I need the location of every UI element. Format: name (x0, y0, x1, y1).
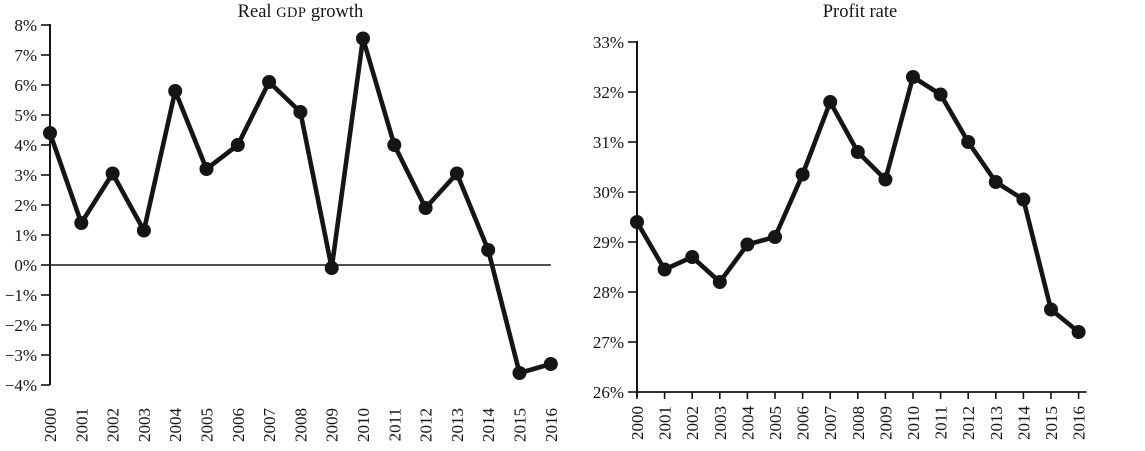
y-tick-label: 26% (593, 383, 624, 402)
y-tick-label: −1% (5, 286, 37, 305)
data-point (262, 75, 277, 89)
x-tick-label: 2016 (1070, 406, 1089, 440)
y-tick-label: 27% (593, 333, 624, 352)
data-point (356, 31, 370, 46)
y-tick-label: 6% (14, 76, 37, 95)
data-point (512, 366, 527, 380)
y-tick-label: −3% (5, 346, 37, 365)
x-tick-label: 2001 (72, 408, 91, 442)
series-line (47, 36, 554, 376)
data-point (1044, 302, 1058, 317)
x-tick-label: 2009 (876, 406, 895, 440)
y-tick-label: 29% (593, 233, 624, 252)
x-tick-label: 2007 (821, 406, 840, 441)
x-tick-label: 2006 (794, 406, 813, 440)
data-point (988, 175, 1003, 189)
data-point (543, 357, 558, 371)
x-tick-label: 2014 (1014, 406, 1033, 441)
y-tick-label: 8% (14, 16, 37, 35)
data-point (961, 135, 976, 149)
x-tick-label: 2006 (229, 408, 248, 442)
data-point (74, 216, 89, 230)
x-tick-label: 2010 (904, 406, 923, 440)
y-tick-label: 1% (14, 226, 37, 245)
x-tick-label: 2012 (959, 406, 978, 440)
x-tick-label: 2014 (479, 408, 498, 443)
data-point (230, 138, 245, 152)
data-point (878, 172, 893, 187)
data-point (43, 126, 57, 140)
chart-profit-rate: 26% 27% 28% 29% 30% 31% 32% 33% 2000 2001 2002 2003… (573, 0, 1145, 451)
profit-chart-plot: 26% 27% 28% 29% 30% 31% 32% 33% 2000 2001 2002 2003… (593, 33, 1089, 441)
data-point (387, 138, 402, 152)
y-tick-label: 32% (593, 83, 624, 102)
chart-real-gdp-growth: −4% −3% −2% −1% 0% 1% 2% 3% 4% 5% 6% 7% 8% 2000 2001 20… (0, 0, 572, 451)
data-point (293, 105, 308, 119)
y-tick-label: 28% (593, 283, 624, 302)
data-point (933, 87, 948, 102)
data-point (105, 166, 120, 181)
y-tick-label: 33% (593, 33, 624, 52)
data-point (418, 201, 433, 215)
series-line (634, 74, 1081, 335)
y-tick-label: 2% (14, 196, 37, 215)
x-tick-label: 2003 (711, 406, 730, 440)
x-tick-label: 2015 (1042, 406, 1061, 440)
data-point (850, 145, 865, 159)
data-point (906, 70, 920, 84)
data-point (449, 166, 464, 181)
x-tick-label: 2004 (738, 406, 757, 441)
x-tick-label: 2016 (542, 408, 561, 442)
x-tick-label: 2008 (291, 408, 310, 442)
x-tick-label: 2013 (987, 406, 1006, 440)
x-tick-label: 2015 (511, 408, 530, 442)
data-point (168, 84, 183, 98)
x-tick-label: 2012 (417, 408, 436, 442)
y-tick-label: 5% (14, 106, 37, 125)
data-point (630, 215, 644, 229)
data-point (795, 167, 810, 182)
data-point (740, 237, 755, 252)
y-tick-label: 4% (14, 136, 37, 155)
profit-chart-title: Profit rate (822, 2, 898, 22)
x-tick-label: 2008 (849, 406, 868, 440)
data-point (823, 95, 838, 109)
x-tick-label: 2010 (354, 408, 373, 442)
data-point (1071, 325, 1086, 339)
small-caps-text: GDP (276, 5, 307, 21)
data-point (324, 261, 339, 275)
x-tick-label: 2000 (41, 408, 60, 442)
data-point (199, 162, 214, 176)
x-tick-label: 2001 (656, 406, 675, 440)
data-point (136, 223, 151, 238)
x-tick-label: 2002 (683, 406, 702, 440)
y-tick-label: 3% (14, 166, 37, 185)
x-tick-label: 2003 (135, 408, 154, 442)
data-point (657, 262, 672, 277)
data-point (1016, 192, 1031, 207)
gdp-chart-title: Real GDP growth (237, 2, 364, 22)
x-tick-label: 2007 (260, 408, 279, 443)
y-tick-label: 7% (14, 46, 37, 65)
x-tick-label: 2005 (198, 408, 217, 442)
x-tick-label: 2009 (323, 408, 342, 442)
x-tick-label: 2011 (932, 406, 951, 439)
y-tick-label: 0% (14, 256, 37, 275)
gdp-chart-plot: −4% −3% −2% −1% 0% 1% 2% 3% 4% 5% 6% 7% 8% 2000 2001 20… (5, 16, 561, 443)
y-tick-label: −4% (5, 376, 37, 395)
x-tick-label: 2013 (448, 408, 467, 442)
x-tick-label: 2005 (766, 406, 785, 440)
x-tick-label: 2002 (104, 408, 123, 442)
data-point (685, 250, 700, 264)
data-point (712, 275, 727, 289)
y-tick-label: 31% (593, 133, 624, 152)
y-tick-label: 30% (593, 183, 624, 202)
y-tick-label: −2% (5, 316, 37, 335)
x-tick-label: 2011 (385, 408, 404, 441)
data-point (768, 230, 782, 244)
x-tick-label: 2000 (628, 406, 647, 440)
x-tick-label: 2004 (166, 408, 185, 443)
data-point (481, 243, 496, 257)
